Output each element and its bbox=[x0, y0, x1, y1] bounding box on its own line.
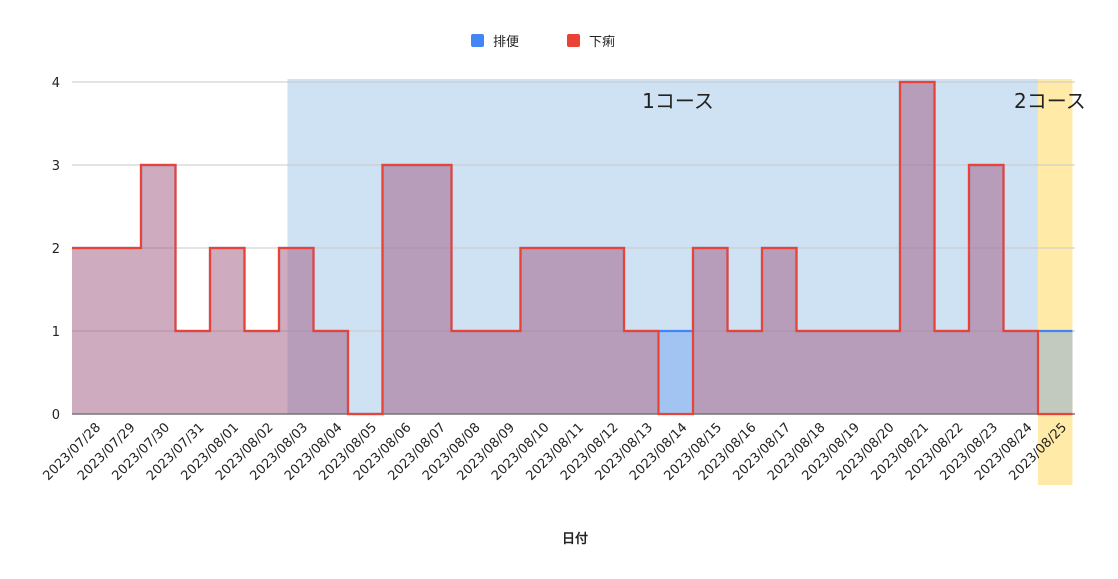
x-axis-ticks: 2023/07/282023/07/292023/07/302023/07/31… bbox=[40, 420, 1070, 484]
legend-label-2: 下痢 bbox=[589, 34, 615, 50]
legend: 排便 下痢 bbox=[471, 34, 615, 50]
y-tick-label: 1 bbox=[52, 325, 60, 340]
legend-label-1: 排便 bbox=[493, 35, 519, 50]
series-lines bbox=[72, 80, 1073, 416]
y-tick-label: 4 bbox=[52, 76, 60, 91]
legend-swatch-1 bbox=[471, 34, 484, 47]
series-line-2 bbox=[72, 80, 1073, 416]
band-1 bbox=[287, 79, 1038, 414]
band-2 bbox=[1038, 79, 1073, 485]
y-tick-label: 2 bbox=[52, 242, 60, 257]
band-label-2: 2コース bbox=[1014, 89, 1086, 113]
y-tick-label: 0 bbox=[52, 408, 60, 423]
legend-swatch-2 bbox=[567, 34, 580, 47]
x-axis-title: 日付 bbox=[562, 531, 588, 547]
band-label-1: 1コース bbox=[642, 89, 714, 113]
y-axis-ticks: 0 1 2 3 4 bbox=[52, 76, 60, 423]
y-tick-label: 3 bbox=[52, 159, 60, 174]
course-band-labels: 1コース 2コース bbox=[642, 89, 1086, 113]
course-bands bbox=[287, 79, 1073, 485]
